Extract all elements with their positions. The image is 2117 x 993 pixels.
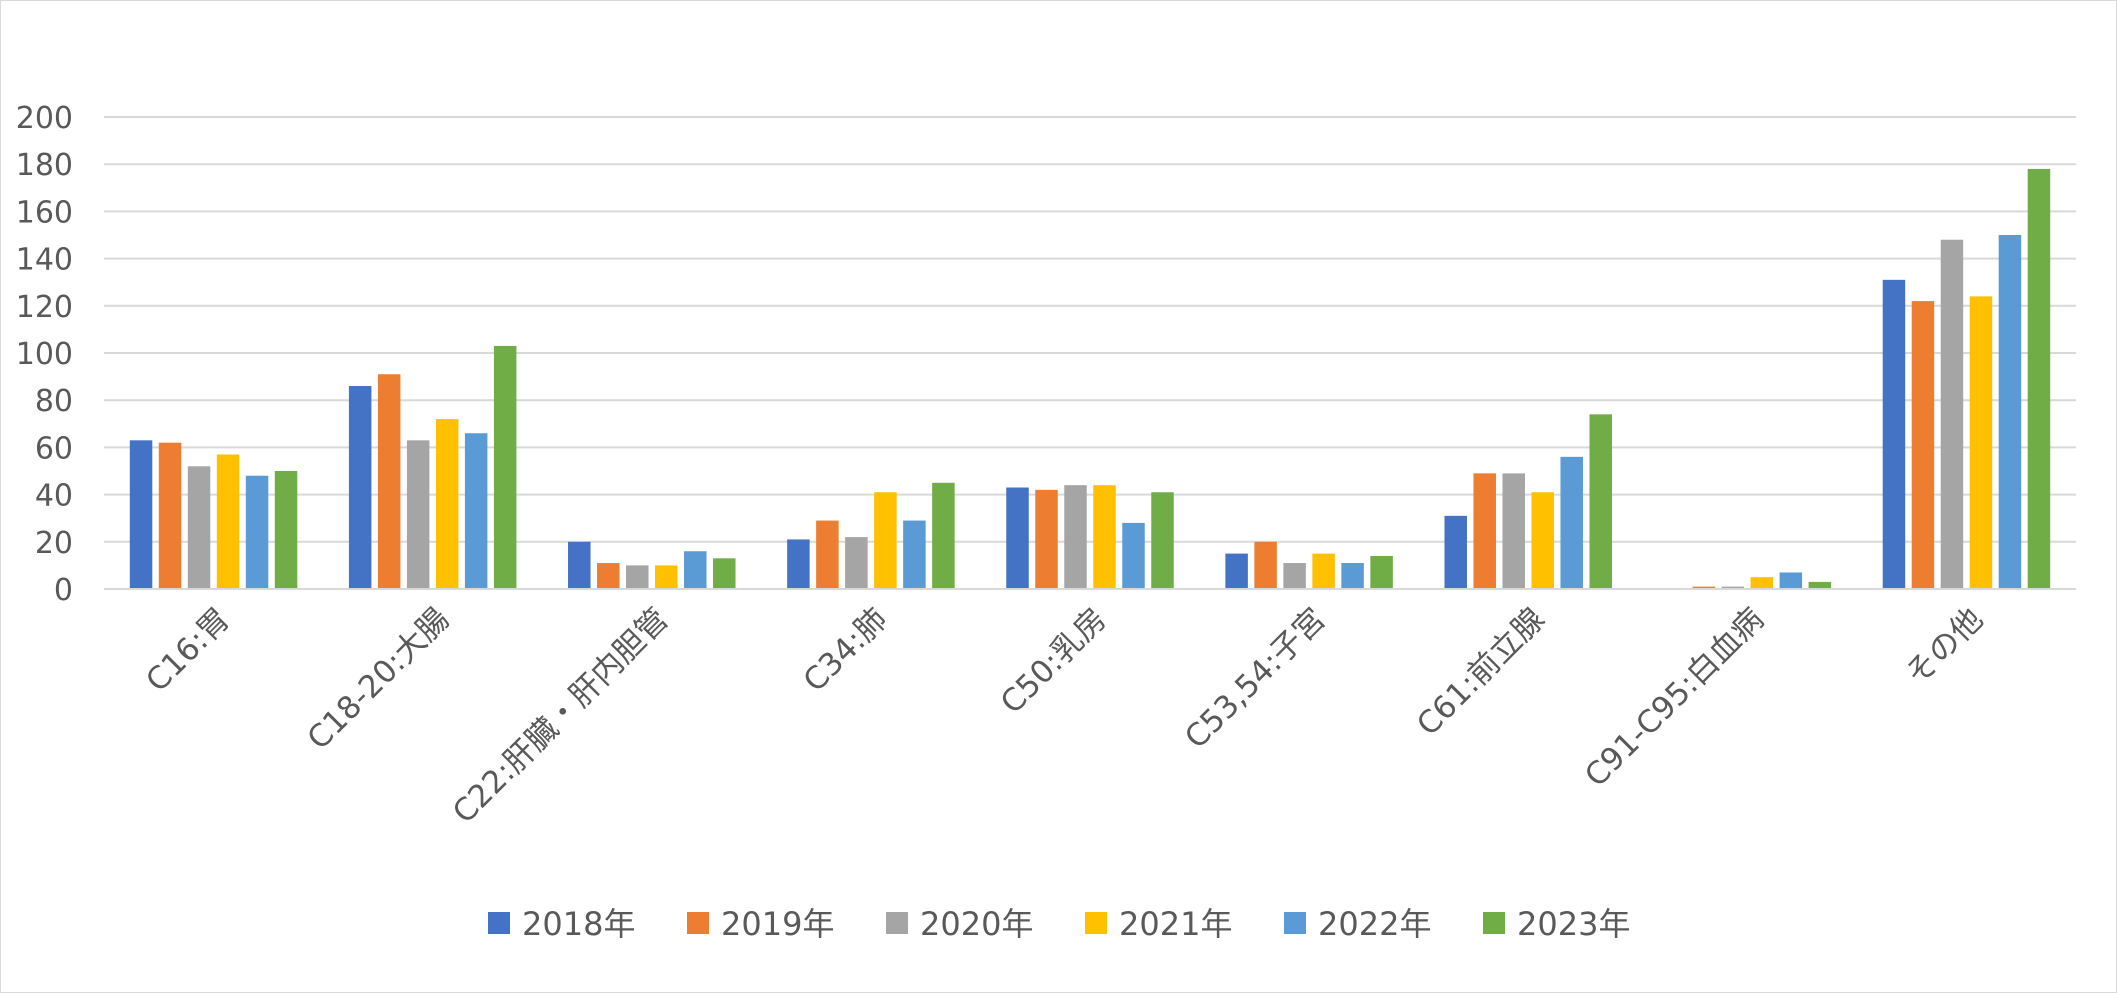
legend-swatch [1085,912,1107,934]
legend-label: 2019年 [721,905,834,943]
y-tick-label: 0 [54,573,73,608]
bar [1341,563,1364,589]
bar [187,466,211,589]
bar [655,565,678,589]
y-tick-label: 20 [35,526,73,561]
y-tick-label: 120 [16,290,73,325]
bar [1254,541,1277,589]
legend-swatch [1483,912,1505,934]
y-tick-label: 200 [16,101,73,136]
bar [1502,473,1525,589]
legend-swatch [687,912,709,934]
category-label: C50:乳房 [994,601,1114,721]
bar [568,541,591,589]
legend-label: 2023年 [1517,905,1630,943]
bar [932,482,955,589]
bar [713,558,736,589]
legend-label: 2021年 [1119,905,1232,943]
bar [845,537,868,589]
bar [464,433,488,589]
bar [274,471,298,589]
legend-swatch [1284,912,1306,934]
bar [626,565,649,589]
legend-label: 2018年 [522,905,635,943]
bar [216,454,240,589]
legend-swatch [886,912,908,934]
legend-label: 2022年 [1318,905,1431,943]
bar [435,419,459,589]
y-axis-ticks: 0 20 40 60 80 100 120 140 160 180 200 [16,101,73,608]
bar [1225,553,1248,589]
category-label: C18-20:大腸 [301,601,457,757]
bars [129,168,2051,590]
bar [1473,473,1496,589]
bar [1283,563,1306,589]
y-tick-label: 40 [35,479,73,514]
bar [1808,581,1832,589]
bar [1370,555,1393,589]
bar [377,374,401,589]
bar [406,440,430,589]
bar [1064,485,1087,589]
category-label: その他 [1899,601,1990,692]
bar [245,475,269,589]
bar [1151,492,1174,589]
bar [874,492,897,589]
bar [158,442,182,589]
y-tick-label: 180 [16,148,73,183]
bar [1721,586,1745,589]
category-label: C22:肝臓・肝内胆管 [446,601,675,830]
legend-label: 2020年 [920,905,1033,943]
bar [1969,296,1993,589]
y-tick-label: 60 [35,431,73,466]
y-tick-label: 140 [16,243,73,278]
category-label: C61:前立腺 [1410,601,1552,743]
bar [1692,586,1716,589]
bar [1940,239,1964,589]
legend-swatch [488,912,510,934]
bar [1531,492,1554,589]
bar [1750,577,1774,589]
bar [129,440,153,589]
y-tick-label: 80 [35,384,73,419]
bar [684,551,707,589]
gridlines [104,116,2076,543]
bar [1006,487,1029,589]
bar [1998,235,2022,589]
bar [1093,485,1116,589]
category-label: C16:胃 [139,601,237,699]
bar [1560,456,1583,589]
bar [1779,572,1803,589]
y-tick-label: 160 [16,195,73,230]
bar [597,563,620,589]
bar [2027,168,2051,590]
category-label: C91-C95:白血病 [1578,601,1771,794]
category-label: C34:肺 [797,601,895,699]
bar [1882,279,1906,589]
bar [787,539,810,589]
bar [348,386,372,589]
bar [1035,489,1058,589]
bar [493,345,517,589]
legend: 2018年 2019年 2020年 2021年 2022年 2023年 [488,905,1630,943]
y-tick-label: 100 [16,337,73,372]
bar [1312,553,1335,589]
bar [1589,414,1612,589]
bar [903,520,926,589]
bar [816,520,839,589]
bar [1122,522,1145,589]
bar [1911,301,1935,589]
category-label: C53,54:子宮 [1178,601,1333,756]
bar [1444,515,1467,589]
